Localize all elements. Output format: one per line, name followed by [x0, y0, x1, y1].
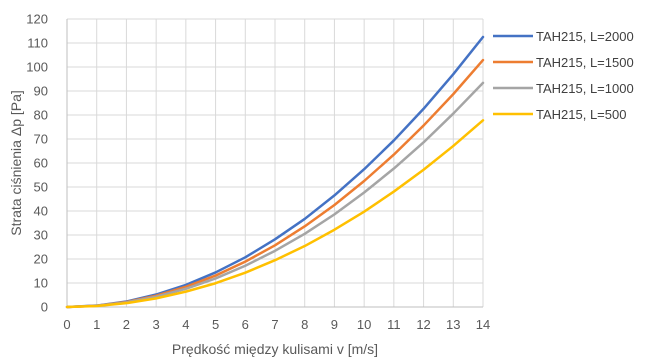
x-tick-labels: 0 1 2 3 4 5 6 7 8 9 10 11 12 13 14 [63, 317, 490, 332]
y-tick-label: 30 [34, 228, 48, 243]
x-tick-label: 8 [301, 317, 308, 332]
x-tick-label: 11 [387, 317, 401, 332]
y-tick-label: 120 [26, 12, 48, 27]
y-tick-label: 40 [34, 204, 48, 219]
y-tick-label: 70 [34, 132, 48, 147]
y-tick-label: 90 [34, 84, 48, 99]
legend-label: TAH215, L=1000 [536, 81, 634, 96]
x-tick-label: 5 [212, 317, 219, 332]
legend-label: TAH215, L=2000 [536, 29, 634, 44]
y-tick-label: 20 [34, 252, 48, 267]
x-tick-label: 6 [242, 317, 249, 332]
y-tick-label: 100 [26, 60, 48, 75]
y-tick-label: 60 [34, 156, 48, 171]
x-tick-label: 2 [123, 317, 130, 332]
y-tick-labels: 0 10 20 30 40 50 60 70 80 90 100 110 120 [26, 12, 48, 315]
x-tick-label: 3 [153, 317, 160, 332]
series-line-4 [65, 119, 485, 309]
y-tick-label: 10 [34, 276, 48, 291]
y-tick-label: 0 [41, 300, 48, 315]
x-tick-label: 9 [331, 317, 338, 332]
x-tick-label: 10 [357, 317, 371, 332]
legend-label: TAH215, L=500 [536, 107, 626, 122]
x-axis-title: Prędkość między kulisami v [m/s] [172, 341, 378, 357]
y-tick-label: 110 [27, 36, 48, 51]
x-tick-label: 0 [63, 317, 70, 332]
x-tick-label: 12 [416, 317, 430, 332]
series-lines [65, 35, 485, 309]
y-tick-label: 80 [34, 108, 48, 123]
x-tick-label: 1 [93, 317, 100, 332]
x-tick-label: 7 [271, 317, 278, 332]
y-axis-title: Strata ciśnienia Δp [Pa] [8, 90, 24, 236]
y-tick-label: 50 [34, 180, 48, 195]
legend: TAH215, L=2000 TAH215, L=1500 TAH215, L=10… [493, 29, 634, 122]
legend-label: TAH215, L=1500 [536, 55, 634, 70]
x-tick-label: 14 [476, 317, 490, 332]
axes [66, 19, 483, 308]
gridlines [67, 18, 484, 307]
x-tick-label: 4 [182, 317, 189, 332]
x-tick-label: 13 [446, 317, 460, 332]
